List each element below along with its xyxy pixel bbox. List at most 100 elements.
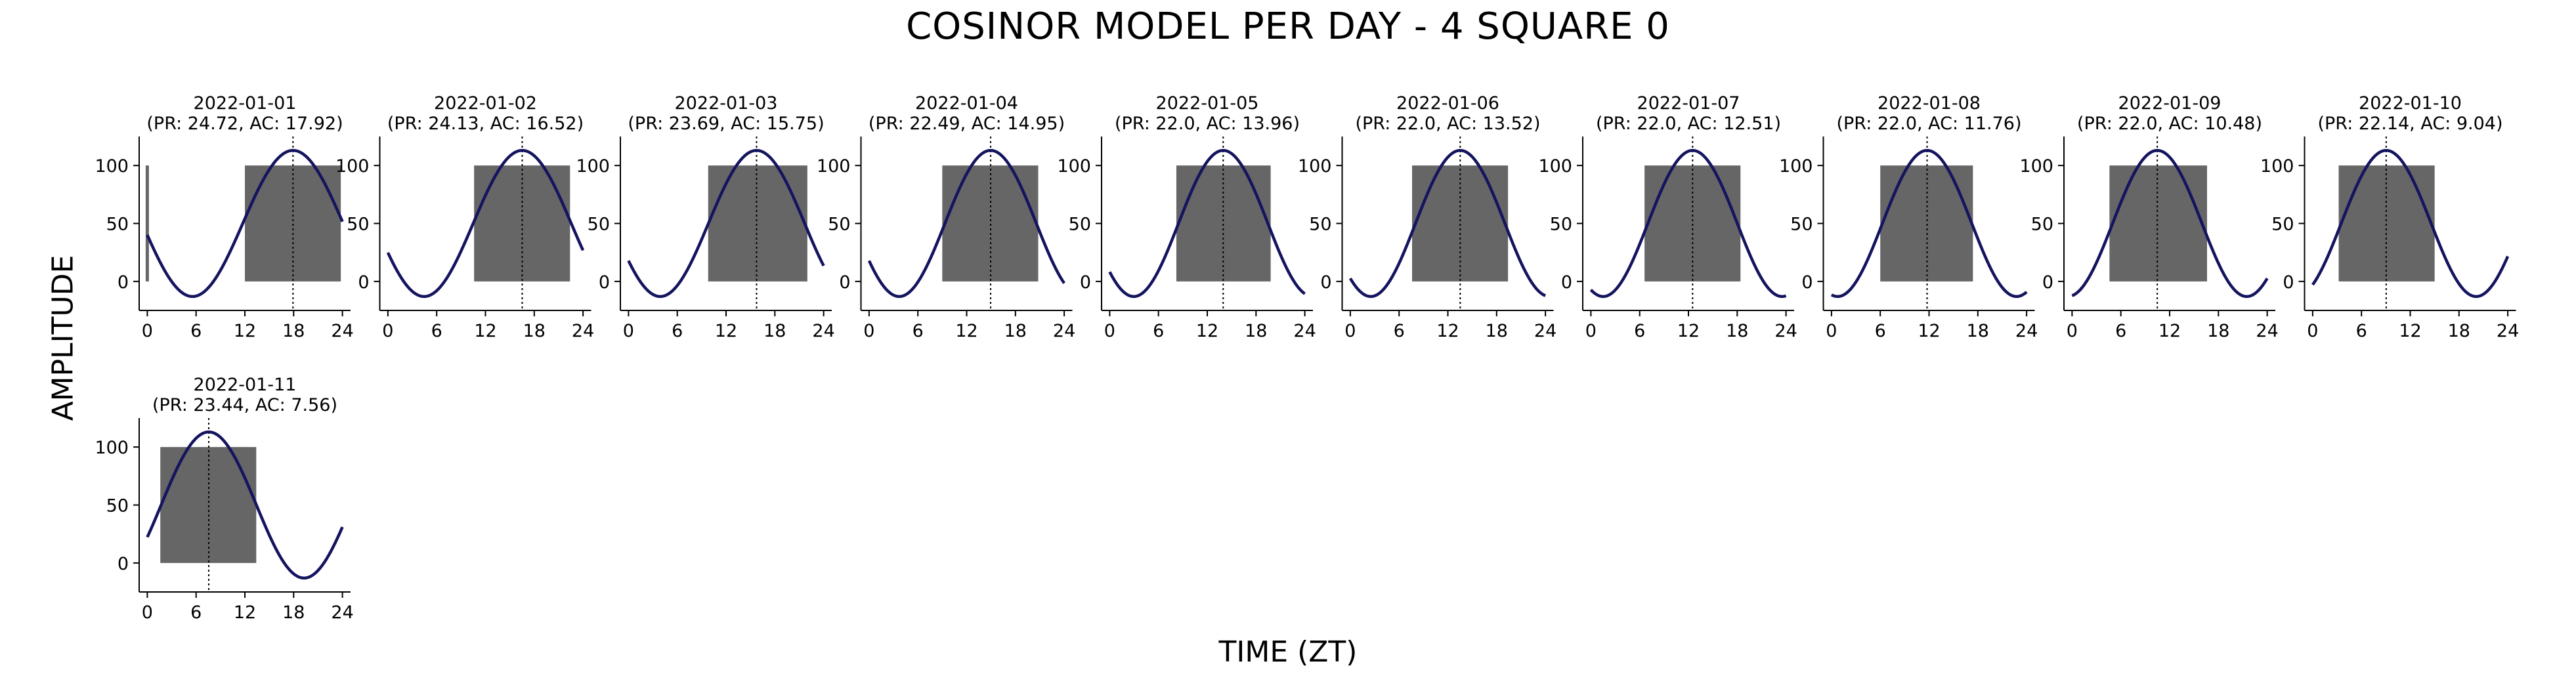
y-tick-label: 0 [599, 272, 610, 293]
x-tick-label: 0 [623, 321, 634, 341]
y-tick-label: 0 [2283, 272, 2294, 293]
x-tick-label: 12 [2158, 321, 2181, 341]
x-tick-label: 6 [1634, 321, 1645, 341]
x-tick-label: 6 [672, 321, 683, 341]
x-tick-label: 24 [2256, 321, 2278, 341]
x-tick-label: 18 [523, 321, 546, 341]
panel-subtitle: (PR: 22.49, AC: 14.95) [869, 114, 1065, 134]
panel-subtitle: (PR: 22.0, AC: 10.48) [2077, 114, 2262, 134]
x-tick-label: 0 [2307, 321, 2318, 341]
panel-subtitle: (PR: 22.14, AC: 9.04) [2317, 114, 2502, 134]
y-tick-label: 0 [2042, 272, 2053, 293]
activity-bar [145, 165, 149, 282]
panel-2022-01-01: 2022-01-01(PR: 24.72, AC: 17.92) 0 6 12 18 24… [95, 93, 353, 341]
panel-date: 2022-01-08 [1878, 93, 1981, 114]
panel-2022-01-03: 2022-01-03(PR: 23.69, AC: 15.75) 0 6 12 18 24… [576, 93, 834, 341]
cosinor-curve [1830, 148, 2028, 299]
panel-date: 2022-01-03 [675, 93, 778, 114]
x-tick-label: 0 [1344, 321, 1356, 341]
y-tick-label: 100 [2019, 156, 2053, 177]
panel-date: 2022-01-05 [1156, 93, 1259, 114]
y-tick-label: 0 [1080, 272, 1091, 293]
x-tick-label: 12 [2399, 321, 2421, 341]
cosinor-curve [2071, 148, 2269, 299]
y-tick-label: 50 [347, 215, 369, 235]
chart-title: COSINOR MODEL PER DAY - 4 SQUARE 0 [906, 5, 1670, 48]
x-tick-label: 12 [955, 321, 977, 341]
cosinor-curve [146, 148, 344, 299]
x-tick-label: 18 [1967, 321, 1989, 341]
y-tick-label: 100 [2260, 156, 2294, 177]
y-tick-label: 0 [118, 272, 129, 293]
panel-subtitle: (PR: 22.0, AC: 11.76) [1836, 114, 2021, 134]
panel-date: 2022-01-07 [1637, 93, 1740, 114]
panel-2022-01-05: 2022-01-05(PR: 22.0, AC: 13.96) 0 6 12 18 24 0… [1057, 93, 1316, 341]
x-tick-label: 12 [715, 321, 737, 341]
x-tick-label: 24 [2015, 321, 2038, 341]
x-tick-label: 18 [282, 321, 305, 341]
y-tick-label: 0 [839, 272, 850, 293]
y-tick-label: 0 [358, 272, 369, 293]
y-tick-label: 100 [1779, 156, 1813, 177]
panel-date: 2022-01-06 [1396, 93, 1499, 114]
panel-date: 2022-01-01 [194, 93, 297, 114]
panel-date: 2022-01-02 [434, 93, 537, 114]
cosinor-curve [1348, 148, 1546, 299]
x-tick-label: 0 [1826, 321, 1837, 341]
panel-date: 2022-01-11 [194, 375, 297, 395]
y-tick-label: 100 [95, 156, 129, 177]
panel-subtitle: (PR: 22.0, AC: 13.96) [1115, 114, 1300, 134]
x-tick-label: 6 [1394, 321, 1405, 341]
panel-subtitle: (PR: 22.0, AC: 12.51) [1596, 114, 1781, 134]
cosinor-curve [146, 430, 344, 580]
x-tick-label: 12 [234, 602, 256, 623]
cosinor-curve [2311, 148, 2510, 299]
panel-2022-01-04: 2022-01-04(PR: 22.49, AC: 14.95) 0 6 12 18 24… [817, 93, 1075, 341]
panel-date: 2022-01-10 [2359, 93, 2462, 114]
panel-subtitle: (PR: 24.13, AC: 16.52) [387, 114, 584, 134]
cosinor-curve [1108, 148, 1306, 299]
cosinor-curve [1589, 148, 1787, 299]
x-tick-label: 12 [1196, 321, 1218, 341]
x-tick-label: 24 [331, 321, 353, 341]
x-tick-label: 0 [142, 321, 153, 341]
x-tick-label: 6 [431, 321, 442, 341]
x-tick-label: 18 [1004, 321, 1027, 341]
y-tick-label: 50 [1309, 215, 1331, 235]
x-tick-label: 6 [1153, 321, 1164, 341]
panel-2022-01-11: 2022-01-11(PR: 23.44, AC: 7.56) 0 6 12 18 24 0… [95, 375, 353, 623]
panel-2022-01-02: 2022-01-02(PR: 24.13, AC: 16.52) 0 6 12 18 24… [335, 93, 594, 341]
panel-2022-01-08: 2022-01-08(PR: 22.0, AC: 11.76) 0 6 12 18 24 0… [1779, 93, 2038, 341]
y-tick-label: 50 [106, 215, 129, 235]
y-tick-label: 100 [576, 156, 610, 177]
x-tick-label: 12 [1436, 321, 1459, 341]
y-tick-label: 100 [817, 156, 851, 177]
x-tick-label: 18 [2207, 321, 2229, 341]
panel-subtitle: (PR: 23.44, AC: 7.56) [152, 395, 337, 415]
y-tick-label: 50 [1550, 215, 1572, 235]
y-tick-label: 100 [335, 156, 370, 177]
x-tick-label: 12 [234, 321, 256, 341]
y-tick-label: 100 [95, 438, 129, 458]
x-tick-label: 24 [2497, 321, 2519, 341]
y-tick-label: 50 [1790, 215, 1813, 235]
x-tick-label: 18 [1245, 321, 1267, 341]
x-tick-label: 0 [863, 321, 874, 341]
x-tick-label: 0 [1104, 321, 1115, 341]
x-tick-label: 18 [1726, 321, 1748, 341]
x-tick-label: 12 [1918, 321, 1940, 341]
panel-subtitle: (PR: 23.69, AC: 15.75) [628, 114, 824, 134]
y-tick-label: 100 [1298, 156, 1332, 177]
x-tick-label: 0 [382, 321, 393, 341]
x-tick-label: 24 [1293, 321, 1316, 341]
panel-date: 2022-01-04 [915, 93, 1018, 114]
x-tick-label: 12 [1677, 321, 1700, 341]
activity-bar [708, 165, 807, 282]
cosinor-curve [867, 148, 1065, 299]
x-tick-label: 6 [912, 321, 924, 341]
y-tick-label: 100 [1538, 156, 1572, 177]
x-tick-label: 18 [2448, 321, 2470, 341]
x-tick-label: 24 [1053, 321, 1075, 341]
y-tick-label: 50 [2031, 215, 2053, 235]
